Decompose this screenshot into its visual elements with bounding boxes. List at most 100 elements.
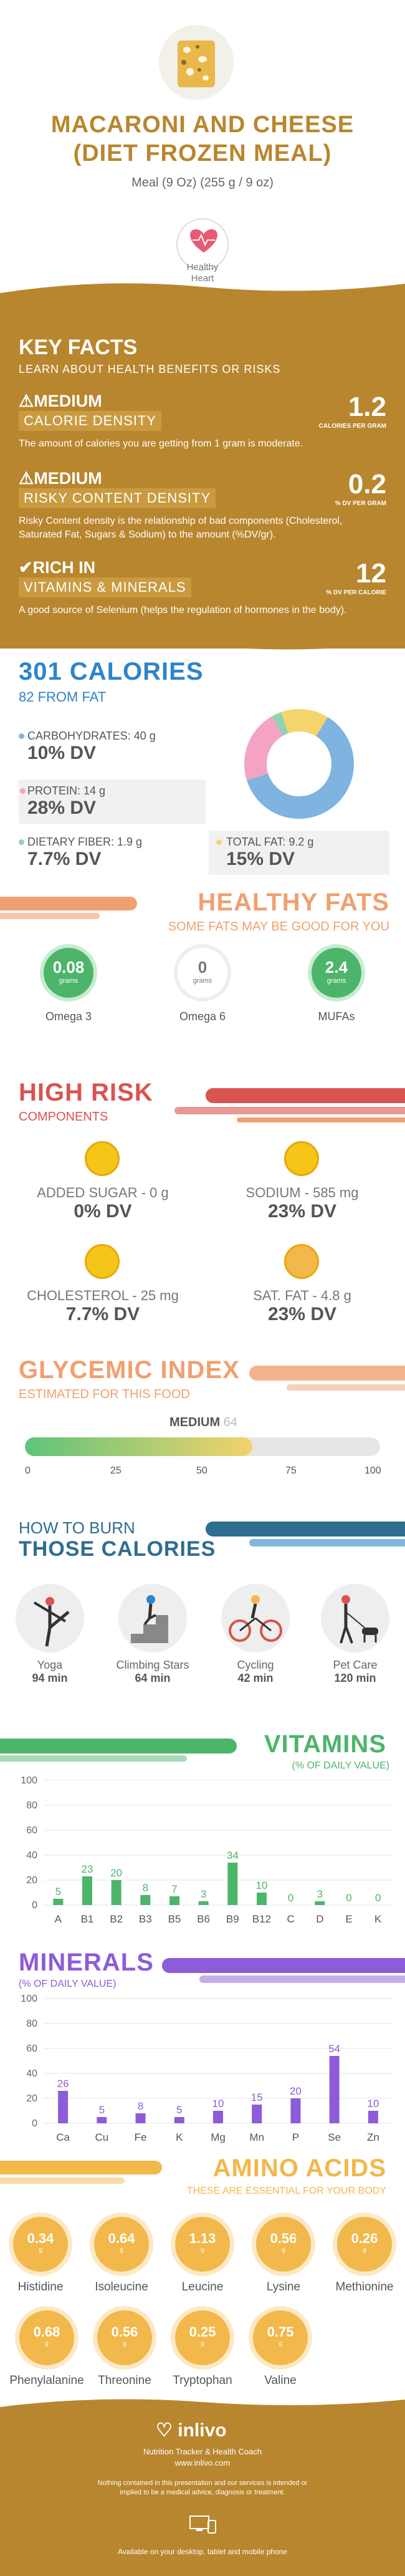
bar bbox=[252, 2105, 262, 2123]
cycling-icon bbox=[221, 1584, 290, 1652]
x-tick-label: Mn bbox=[249, 2131, 264, 2143]
x-tick-label: Zn bbox=[367, 2131, 379, 2143]
tick-label: 0 bbox=[25, 1465, 31, 1476]
legend-dot bbox=[216, 839, 222, 845]
bar bbox=[53, 1899, 64, 1905]
fact-value: 12 bbox=[356, 558, 386, 589]
tick-label: 100 bbox=[364, 1465, 381, 1476]
minerals-subtitle: (% OF DAILY VALUE) bbox=[19, 1979, 117, 1989]
bar-value-label: 26 bbox=[57, 2078, 69, 2090]
fat-unit: grams bbox=[59, 977, 79, 985]
glycemic-title: GLYCEMIC INDEX bbox=[19, 1356, 240, 1384]
y-tick-label: 20 bbox=[26, 1875, 37, 1886]
key-facts-title: KEY FACTS bbox=[19, 335, 138, 359]
amino-value: 0.56 bbox=[111, 2324, 138, 2340]
section-stripe bbox=[206, 1088, 405, 1103]
risk-name: ADDED SUGAR - 0 g bbox=[37, 1185, 169, 1200]
stairs-icon bbox=[118, 1584, 187, 1652]
devices-icon bbox=[187, 2513, 218, 2541]
bar bbox=[290, 2098, 301, 2123]
vitamins-bar-chart: 0204060801005A23B120B28B37B53B634B910B12… bbox=[21, 1775, 393, 1925]
food-image bbox=[159, 25, 234, 100]
smiley-icon bbox=[85, 1141, 120, 1176]
brand-logo: ♡ inlivo bbox=[156, 2419, 227, 2441]
bar-value-label: 34 bbox=[227, 1850, 239, 1861]
calories-subtitle: 82 FROM FAT bbox=[19, 689, 107, 705]
burn-title-1: HOW TO BURN bbox=[19, 1518, 135, 1537]
amino-valine: 0.75 g Valine bbox=[243, 2310, 318, 2388]
bar-value-label: 5 bbox=[55, 1886, 61, 1898]
risk-name: CHOLESTEROL - 25 mg bbox=[27, 1288, 179, 1303]
x-tick-label: Fe bbox=[135, 2131, 147, 2143]
omega6-circle: 0 grams bbox=[178, 948, 227, 998]
fact-level: MEDIUM bbox=[34, 469, 102, 488]
activity-minutes: 42 min bbox=[237, 1672, 274, 1684]
fact-description: The amount of calories you are getting f… bbox=[19, 438, 303, 449]
bar-value-label: 54 bbox=[328, 2043, 340, 2055]
amino-lysine: 0.56 g Lysine bbox=[246, 2217, 321, 2294]
activity-name: Pet Care bbox=[333, 1659, 378, 1671]
wave-divider bbox=[0, 283, 405, 302]
dog-walking-icon bbox=[321, 1584, 389, 1652]
glycemic-level: MEDIUM bbox=[169, 1416, 221, 1429]
omega3-circle: 0.08 grams bbox=[44, 948, 93, 998]
activity-pet-care: Pet Care 120 min bbox=[312, 1584, 399, 1685]
y-tick-label: 40 bbox=[26, 2068, 37, 2079]
amino-name: Histidine bbox=[17, 2280, 64, 2294]
bar-value-label: 8 bbox=[138, 2100, 143, 2112]
amino-name: Tryptophan bbox=[173, 2374, 232, 2387]
risk-added-sugar: ADDED SUGAR - 0 g 0% DV bbox=[12, 1185, 193, 1222]
y-tick-label: 100 bbox=[21, 1775, 37, 1786]
fact-description: Risky Content density is the relationshi… bbox=[19, 516, 343, 541]
risk-dv: 0% DV bbox=[74, 1201, 132, 1222]
bar-value-label: 10 bbox=[367, 2098, 379, 2110]
amino-isoleucine: 0.64 g Isoleucine bbox=[84, 2217, 159, 2294]
tick-label: 25 bbox=[110, 1465, 122, 1476]
activity-cycling: Cycling 42 min bbox=[212, 1584, 299, 1685]
key-facts-section: KEY FACTS LEARN ABOUT HEALTH BENEFITS OR… bbox=[0, 283, 405, 650]
healthy-fats-subtitle: SOME FATS MAY BE GOOD FOR YOU bbox=[168, 920, 389, 933]
glycemic-fill bbox=[25, 1437, 252, 1456]
nutrient-protein: PROTEIN: 14 g 28% DV bbox=[19, 779, 206, 824]
nutrient-dv: 28% DV bbox=[27, 798, 97, 818]
amino-value: 0.68 bbox=[33, 2324, 60, 2340]
bar-value-label: 3 bbox=[201, 1888, 206, 1900]
section-stripe bbox=[199, 1975, 405, 1983]
x-tick-label: E bbox=[345, 1913, 352, 1925]
donut-slice bbox=[244, 716, 284, 781]
risk-sat-fat: SAT. FAT - 4.8 g 23% DV bbox=[212, 1288, 393, 1325]
donut-slice bbox=[272, 712, 288, 736]
y-tick-label: 0 bbox=[32, 2118, 37, 2129]
amino-name: Leucine bbox=[181, 2280, 224, 2294]
footer-devices: Available on your desktop, tablet and mo… bbox=[118, 2547, 287, 2556]
nutrient-name: PROTEIN: 14 g bbox=[27, 784, 106, 797]
minerals-section: MINERALS (% OF DAILY VALUE) 0 20 40 60 80 100… bbox=[0, 1939, 405, 2151]
amino-unit: g bbox=[201, 2340, 204, 2347]
bar bbox=[111, 1880, 122, 1905]
footer-disclaimer: Nothing contained in this presentation a… bbox=[97, 2479, 308, 2497]
vitamins-subtitle: (% OF DAILY VALUE) bbox=[292, 1760, 389, 1771]
fat-value: 0 bbox=[198, 958, 207, 977]
section-stripe bbox=[0, 897, 137, 910]
activity-name: Climbing Stars bbox=[116, 1659, 189, 1671]
amino-unit: g bbox=[123, 2340, 126, 2347]
amino-subtitle: THESE ARE ESSENTIAL FOR YOUR BODY bbox=[186, 2186, 386, 2196]
nutrient-name: TOTAL FAT: 9.2 g bbox=[226, 836, 314, 848]
fact-unit: % DV PER GRAM bbox=[335, 500, 386, 507]
y-tick-label: 60 bbox=[26, 1825, 37, 1836]
fact-label: CALORIE DENSITY bbox=[19, 411, 162, 431]
x-tick-label: K bbox=[374, 1913, 382, 1925]
footer-url[interactable]: www.inlivo.com bbox=[174, 2458, 231, 2467]
bar-value-label: 5 bbox=[176, 2104, 182, 2116]
fat-value: 0.08 bbox=[52, 958, 85, 977]
fact-label: RISKY CONTENT DENSITY bbox=[19, 488, 216, 508]
amino-phenylalanine: 0.68 g Phenylalanine bbox=[9, 2310, 84, 2388]
bar bbox=[227, 1863, 238, 1905]
amino-unit: g bbox=[279, 2340, 282, 2347]
activity-minutes: 64 min bbox=[135, 1672, 171, 1684]
bar bbox=[329, 2056, 340, 2123]
x-tick-label: Se bbox=[328, 2131, 341, 2143]
nutrient-dv: 10% DV bbox=[27, 743, 97, 763]
donut-slice bbox=[246, 716, 354, 819]
amino-histidine: 0.34 g Histidine bbox=[3, 2217, 78, 2294]
